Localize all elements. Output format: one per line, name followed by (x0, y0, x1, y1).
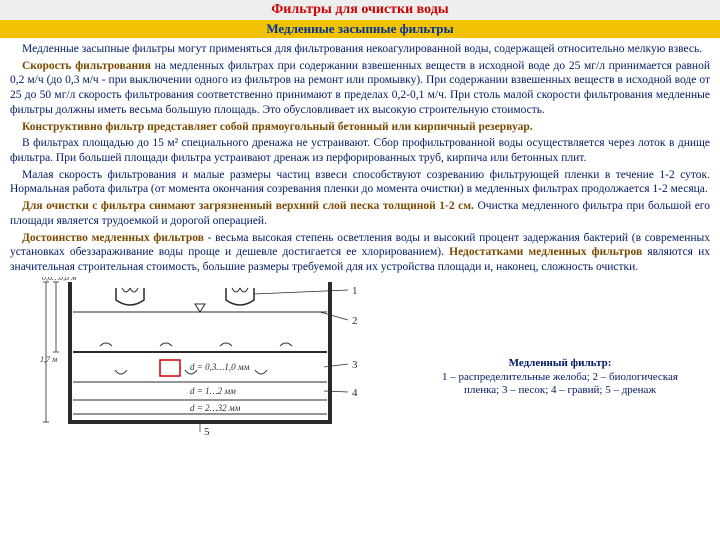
p6-lead: Для очистки с фильтра снимают загрязненн… (22, 200, 474, 212)
para-1: Медленные засыпные фильтры могут применя… (10, 42, 710, 57)
caption-body: 1 – распределительные желоба; 2 – биолог… (430, 371, 690, 399)
para-6: Для очистки с фильтра снимают загрязненн… (10, 199, 710, 228)
p7-lead: Достоинство медленных фильтров (22, 232, 204, 244)
body-text: Медленные засыпные фильтры могут применя… (0, 38, 720, 275)
para-3: Конструктивно фильтр представляет собой … (10, 120, 710, 135)
diagram-caption: Медленный фильтр: 1 – распределительные … (430, 357, 690, 398)
p4: В фильтрах площадью до 15 м² специальног… (10, 137, 710, 164)
title-main: Фильтры для очистки воды (271, 2, 449, 18)
title-bar-sub: Медленные засыпные фильтры (0, 20, 720, 38)
svg-text:d = 0,3…1,0 мм: d = 0,3…1,0 мм (190, 362, 250, 372)
svg-text:1,7 м: 1,7 м (40, 355, 57, 364)
para-5: Малая скорость фильтрования и малые разм… (10, 168, 710, 197)
p7-lead2: Недостатками медленных фильтров (449, 246, 642, 258)
para-2: Скорость фильтрования на медленных фильт… (10, 59, 710, 118)
title-bar-main: Фильтры для очистки воды (0, 0, 720, 20)
svg-text:5: 5 (204, 426, 210, 437)
svg-text:1: 1 (352, 285, 358, 297)
caption-title: Медленный фильтр: (430, 357, 690, 371)
filter-diagram: d = 0,3…1,0 мм d = 1…2 мм d = 2…32 мм 0,6…0… (40, 277, 370, 437)
para-4: В фильтрах площадью до 15 м² специальног… (10, 136, 710, 165)
svg-text:4: 4 (352, 387, 358, 399)
p2-lead: Скорость фильтрования (22, 60, 151, 72)
svg-text:3: 3 (352, 359, 358, 371)
title-sub: Медленные засыпные фильтры (266, 21, 453, 37)
p3: Конструктивно фильтр представляет собой … (22, 121, 533, 133)
lower-region: d = 0,3…1,0 мм d = 1…2 мм d = 2…32 мм 0,6…0… (0, 277, 720, 447)
para-7: Достоинство медленных фильтров - весьма … (10, 231, 710, 275)
svg-text:0,6…0,8 м: 0,6…0,8 м (42, 277, 76, 282)
svg-text:d = 1…2 мм: d = 1…2 мм (190, 386, 236, 396)
p5: Малая скорость фильтрования и малые разм… (10, 169, 710, 196)
svg-text:2: 2 (352, 315, 358, 327)
p1-text: Медленные засыпные фильтры могут применя… (22, 43, 702, 55)
svg-text:d = 2…32 мм: d = 2…32 мм (190, 403, 241, 413)
